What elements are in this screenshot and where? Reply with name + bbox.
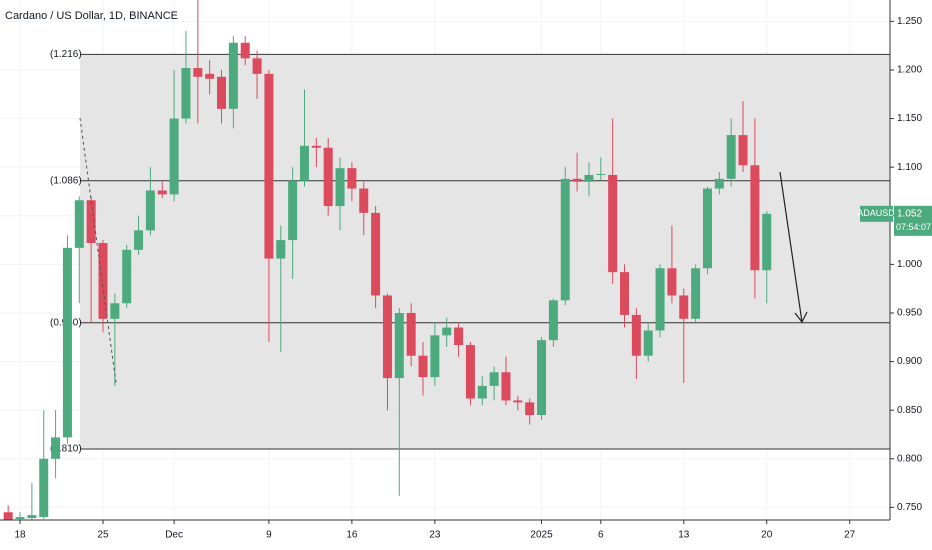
candle-body (264, 73, 274, 259)
x-tick-label: 27 (844, 530, 856, 541)
x-tick-label: 20 (761, 530, 773, 541)
candle-body (62, 247, 72, 438)
symbol-label: ADAUSD (857, 208, 895, 218)
candle-body (394, 312, 404, 379)
candle-body (74, 200, 84, 248)
candle-body (525, 402, 535, 416)
y-tick-label: 1.200 (897, 65, 922, 76)
candle-body (560, 178, 570, 301)
x-tick-label: 2025 (530, 530, 553, 541)
candle-body (323, 147, 333, 207)
candle-body (489, 372, 499, 386)
x-tick-label: 16 (346, 530, 358, 541)
candle-body (15, 517, 25, 520)
candle-body (3, 512, 13, 520)
candle-body (608, 174, 618, 273)
candle-body (738, 135, 748, 166)
candle-body (145, 190, 155, 231)
candle-body (418, 355, 428, 378)
candle-body (691, 268, 701, 319)
candle-body (193, 68, 203, 77)
candle-body (347, 168, 357, 189)
y-tick-label: 0.800 (897, 453, 922, 464)
candle-body (276, 240, 286, 259)
level-label: (1.086) (50, 175, 82, 186)
candle-body (371, 212, 381, 296)
arrow (779, 171, 803, 323)
candle-body (359, 188, 369, 213)
candle-body (537, 340, 547, 416)
y-tick-label: 1.150 (897, 113, 922, 124)
candle-body (465, 345, 475, 399)
candle-body (252, 58, 262, 74)
y-tick-label: 1.100 (897, 162, 922, 173)
price-label: 1.052 (897, 208, 922, 219)
candle-body (714, 178, 724, 189)
candle-body (643, 330, 653, 356)
price-tag (894, 205, 932, 236)
candle-body (299, 145, 309, 181)
candle-body (288, 180, 298, 241)
candle-body (217, 76, 227, 109)
candle-body (501, 372, 511, 401)
chart-title: Cardano / US Dollar, 1D, BINANCE (5, 10, 178, 22)
candle-body (311, 145, 321, 148)
candle-body (726, 135, 736, 179)
candle-body (750, 165, 760, 271)
arrow-head (794, 311, 808, 324)
candle-body (406, 312, 416, 356)
candle-body (620, 272, 630, 315)
x-tick-label: 9 (266, 530, 272, 541)
candle-body (430, 335, 440, 378)
candle-body (240, 42, 250, 59)
candle-body (205, 73, 215, 79)
candle-body (679, 295, 689, 319)
candle-body (110, 303, 120, 319)
candle-body (157, 190, 167, 195)
candle-body (181, 68, 191, 119)
candle-body (454, 327, 464, 346)
candle-body (382, 295, 392, 379)
candle-body (596, 173, 606, 175)
y-tick-label: 0.850 (897, 405, 922, 416)
candle-body (442, 327, 452, 336)
candle-body (631, 314, 641, 356)
x-tick-label: 6 (598, 530, 604, 541)
candle-body (86, 200, 96, 243)
candle-body (134, 230, 144, 250)
y-tick-label: 0.750 (897, 502, 922, 513)
candle-body (98, 242, 108, 319)
candle-body (655, 268, 665, 331)
candle-body (702, 188, 712, 269)
candle-body (51, 437, 61, 459)
y-tick-label: 1.000 (897, 259, 922, 270)
x-tick-label: 18 (14, 530, 26, 541)
candle-body (335, 168, 345, 207)
candle-body (477, 385, 487, 399)
candle-body (27, 515, 37, 519)
x-tick-label: 23 (429, 530, 441, 541)
candle-body (667, 268, 677, 296)
dashed-trend (79, 117, 117, 384)
countdown-label: 07:54:07 (896, 222, 931, 232)
candle-body (228, 42, 238, 109)
candle-body (169, 118, 179, 195)
x-tick-label: 13 (678, 530, 690, 541)
candle-body (584, 174, 594, 182)
y-tick-label: 0.900 (897, 356, 922, 367)
candle-body (39, 458, 49, 518)
y-tick-label: 0.950 (897, 308, 922, 319)
level-label: (0.810) (50, 444, 82, 455)
candle-body (122, 249, 132, 304)
candle-body (572, 178, 582, 182)
candle-body (548, 300, 558, 341)
candle-body (513, 400, 523, 403)
level-label: (1.216) (50, 49, 82, 60)
candle-body (762, 213, 772, 271)
symbol-tag (860, 205, 893, 222)
y-tick-label: 1.250 (897, 16, 922, 27)
x-tick-label: Dec (165, 530, 183, 541)
x-tick-label: 25 (97, 530, 109, 541)
